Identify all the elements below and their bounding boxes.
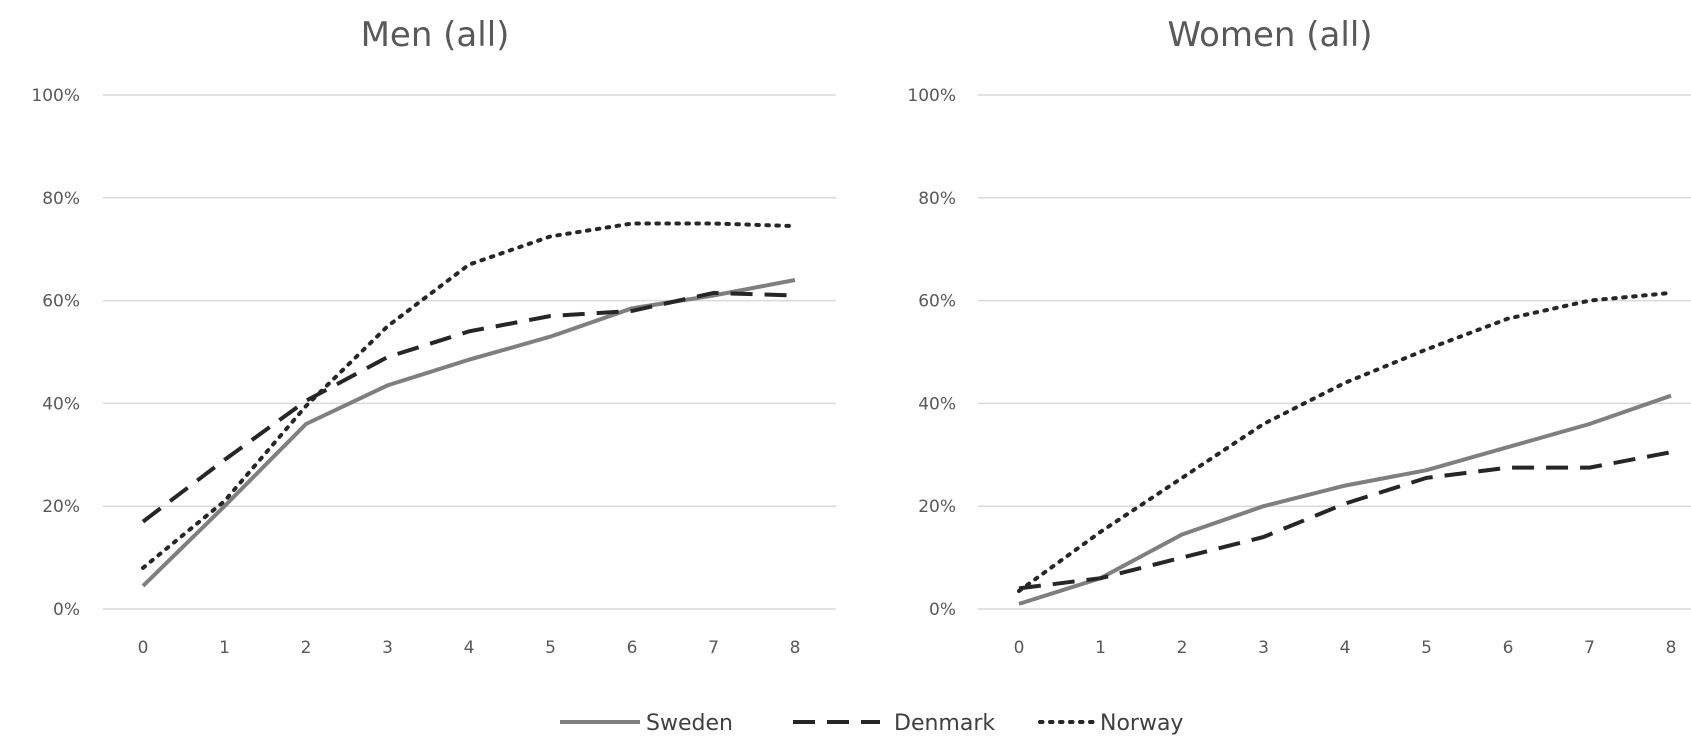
- y-tick-label: 20%: [42, 497, 80, 517]
- x-tick-label: 0: [1014, 638, 1025, 658]
- series-line-norway: [1017, 290, 1673, 593]
- y-tick-label: 40%: [42, 394, 80, 414]
- x-tick-label: 8: [1666, 638, 1677, 658]
- x-tick-label: 3: [382, 638, 393, 658]
- legend-label-denmark: Denmark: [894, 711, 995, 736]
- series-line-denmark: [1018, 450, 1672, 591]
- x-tick-label: 1: [1095, 638, 1106, 658]
- legend-label-sweden: Sweden: [646, 711, 733, 736]
- series-line-norway: [141, 221, 797, 570]
- y-tick-label: 0%: [53, 600, 80, 620]
- chart-title: Women (all): [1167, 15, 1372, 55]
- y-tick-label: 100%: [907, 86, 956, 106]
- legend: Sweden Denmark Norway: [560, 711, 1183, 736]
- chart-panel-men: Men (all) 0% 20% 40% 60% 80% 100% 0 1 2 3 4 5 6 7 8: [31, 15, 836, 658]
- x-tick-label: 6: [627, 638, 638, 658]
- x-tick-label: 1: [219, 638, 230, 658]
- series-line-sweden: [141, 278, 796, 588]
- x-tick-label: 8: [790, 638, 801, 658]
- x-tick-label: 5: [545, 638, 556, 658]
- legend-label-norway: Norway: [1100, 711, 1183, 736]
- y-tick-label: 80%: [42, 189, 80, 209]
- x-tick-label: 2: [1177, 638, 1188, 658]
- y-tick-label: 60%: [42, 292, 80, 312]
- series-line-denmark: [141, 290, 796, 524]
- x-tick-label: 0: [138, 638, 149, 658]
- x-tick-label: 3: [1258, 638, 1269, 658]
- x-tick-label: 6: [1503, 638, 1514, 658]
- y-tick-label: 0%: [929, 600, 956, 620]
- y-tick-label: 40%: [918, 394, 956, 414]
- x-tick-label: 2: [301, 638, 312, 658]
- chart-title: Men (all): [361, 15, 510, 55]
- y-tick-label: 60%: [918, 292, 956, 312]
- y-tick-label: 100%: [31, 86, 80, 106]
- x-tick-label: 4: [464, 638, 475, 658]
- x-tick-label: 4: [1340, 638, 1351, 658]
- y-tick-label: 20%: [918, 497, 956, 517]
- chart-panel-women: Women (all) 0% 20% 40% 60% 80% 100% 0 1 2 3 4 5 6 7 8: [907, 15, 1691, 658]
- y-tick-label: 80%: [918, 189, 956, 209]
- x-tick-label: 7: [708, 638, 719, 658]
- x-tick-label: 7: [1584, 638, 1595, 658]
- x-tick-label: 5: [1421, 638, 1432, 658]
- series-line-sweden: [1018, 393, 1672, 606]
